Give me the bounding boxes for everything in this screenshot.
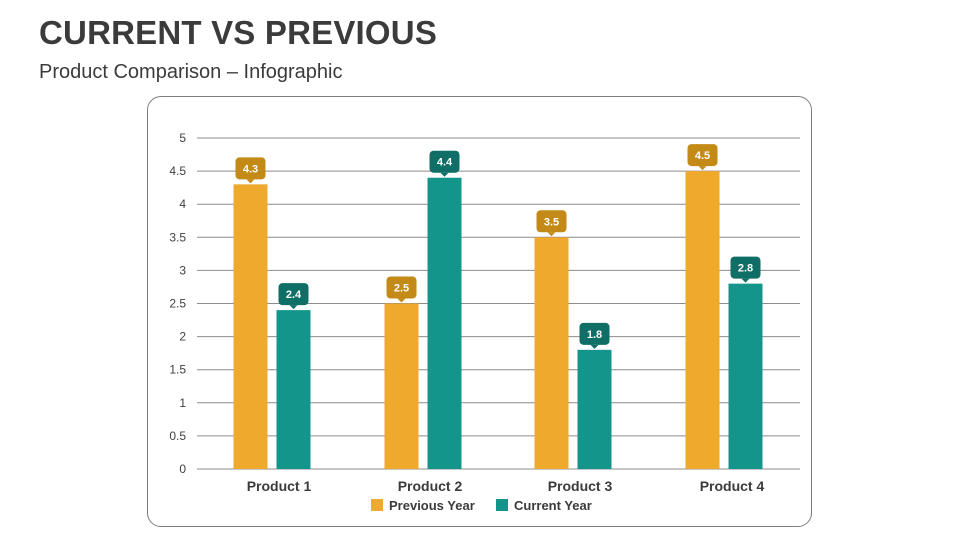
data-label-pointer (440, 172, 449, 177)
data-label-badge (278, 283, 309, 306)
data-label-badge (386, 276, 417, 299)
y-tick-label: 1 (179, 396, 186, 410)
bar (384, 303, 419, 469)
data-label-badge (429, 150, 460, 173)
bar (577, 349, 612, 469)
x-category-label: Product 2 (398, 478, 463, 494)
bar (534, 237, 569, 469)
bar (427, 177, 462, 469)
page-subtitle: Product Comparison – Infographic (39, 61, 343, 83)
page-title: CURRENT VS PREVIOUS (39, 14, 438, 51)
data-label-pointer (289, 305, 298, 310)
data-label-pointer (397, 298, 406, 303)
data-label-badge (687, 144, 718, 167)
chart-frame (147, 96, 812, 527)
data-label-pointer (547, 232, 556, 237)
bar (276, 310, 311, 469)
data-label: 4.5 (695, 150, 710, 162)
data-label-badge (235, 157, 266, 180)
y-tick-label: 2.5 (169, 297, 186, 311)
data-label: 1.8 (587, 329, 602, 341)
legend-label: Previous Year (389, 498, 475, 513)
data-label: 2.8 (738, 263, 753, 275)
data-label: 4.3 (243, 163, 258, 175)
y-tick-label: 1.5 (169, 363, 186, 377)
bar (233, 184, 268, 469)
x-category-label: Product 1 (247, 478, 312, 494)
y-tick-label: 3.5 (169, 230, 186, 244)
x-category-label: Product 3 (548, 478, 613, 494)
bar (728, 283, 763, 469)
data-label: 2.5 (394, 283, 409, 295)
y-tick-label: 4 (179, 197, 186, 211)
data-label-badge (579, 322, 610, 345)
y-tick-label: 4.5 (169, 164, 186, 178)
data-label: 2.4 (286, 289, 302, 301)
data-label-pointer (741, 278, 750, 283)
bar (685, 171, 720, 469)
y-tick-label: 5 (179, 131, 186, 145)
data-label: 4.4 (437, 157, 453, 169)
data-label-pointer (590, 344, 599, 349)
y-tick-label: 2 (179, 330, 186, 344)
legend-swatch (371, 499, 383, 511)
data-label-badge (730, 256, 761, 279)
y-tick-label: 0.5 (169, 429, 186, 443)
x-category-label: Product 4 (700, 478, 765, 494)
data-label-pointer (698, 166, 707, 171)
y-tick-label: 0 (179, 462, 186, 476)
data-label-badge (536, 210, 567, 233)
y-tick-label: 3 (179, 263, 186, 277)
data-label: 3.5 (544, 216, 559, 228)
data-label-pointer (246, 179, 255, 184)
legend-label: Current Year (514, 498, 592, 513)
legend-swatch (496, 499, 508, 511)
